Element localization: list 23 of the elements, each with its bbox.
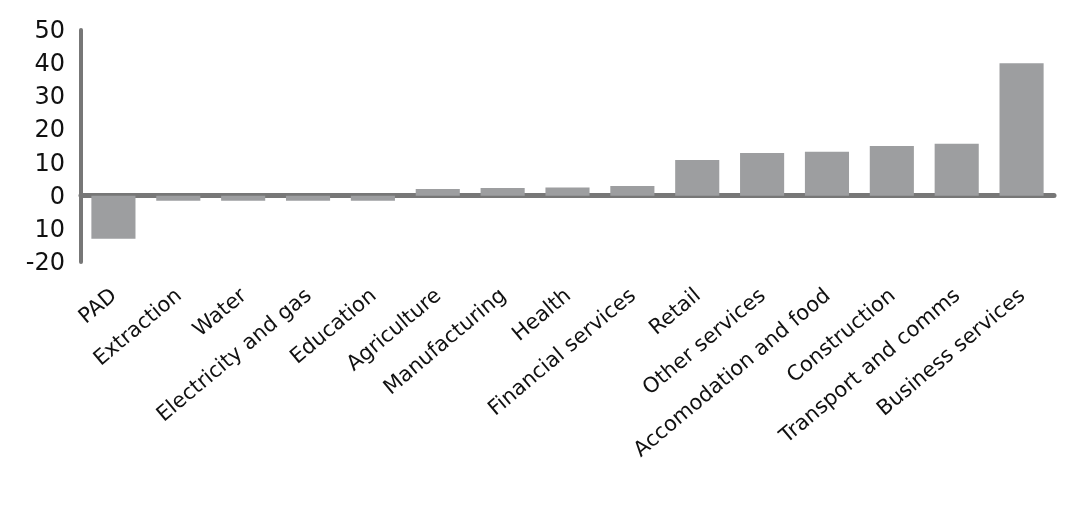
bar bbox=[350, 195, 395, 201]
bar bbox=[91, 195, 136, 239]
y-tick-label: 50 bbox=[34, 16, 65, 44]
y-tick-label: 20 bbox=[34, 115, 65, 144]
bar bbox=[675, 159, 720, 196]
bar bbox=[415, 189, 460, 196]
bar bbox=[285, 195, 331, 201]
bar bbox=[610, 186, 655, 196]
bar bbox=[869, 146, 914, 196]
bar bbox=[999, 63, 1044, 196]
bar bbox=[740, 152, 785, 196]
y-tick-label: 30 bbox=[34, 82, 65, 111]
bar bbox=[480, 188, 525, 196]
y-tick-label: 0 bbox=[49, 181, 65, 210]
bar bbox=[934, 143, 979, 196]
bar bbox=[545, 187, 590, 196]
y-tick-label: -20 bbox=[25, 248, 65, 276]
y-tick-label: 10 bbox=[34, 214, 65, 243]
bar bbox=[156, 195, 201, 201]
bar bbox=[804, 151, 850, 196]
y-tick-label: 40 bbox=[34, 49, 65, 78]
y-tick-label: 10 bbox=[34, 148, 65, 177]
bar bbox=[221, 195, 266, 201]
